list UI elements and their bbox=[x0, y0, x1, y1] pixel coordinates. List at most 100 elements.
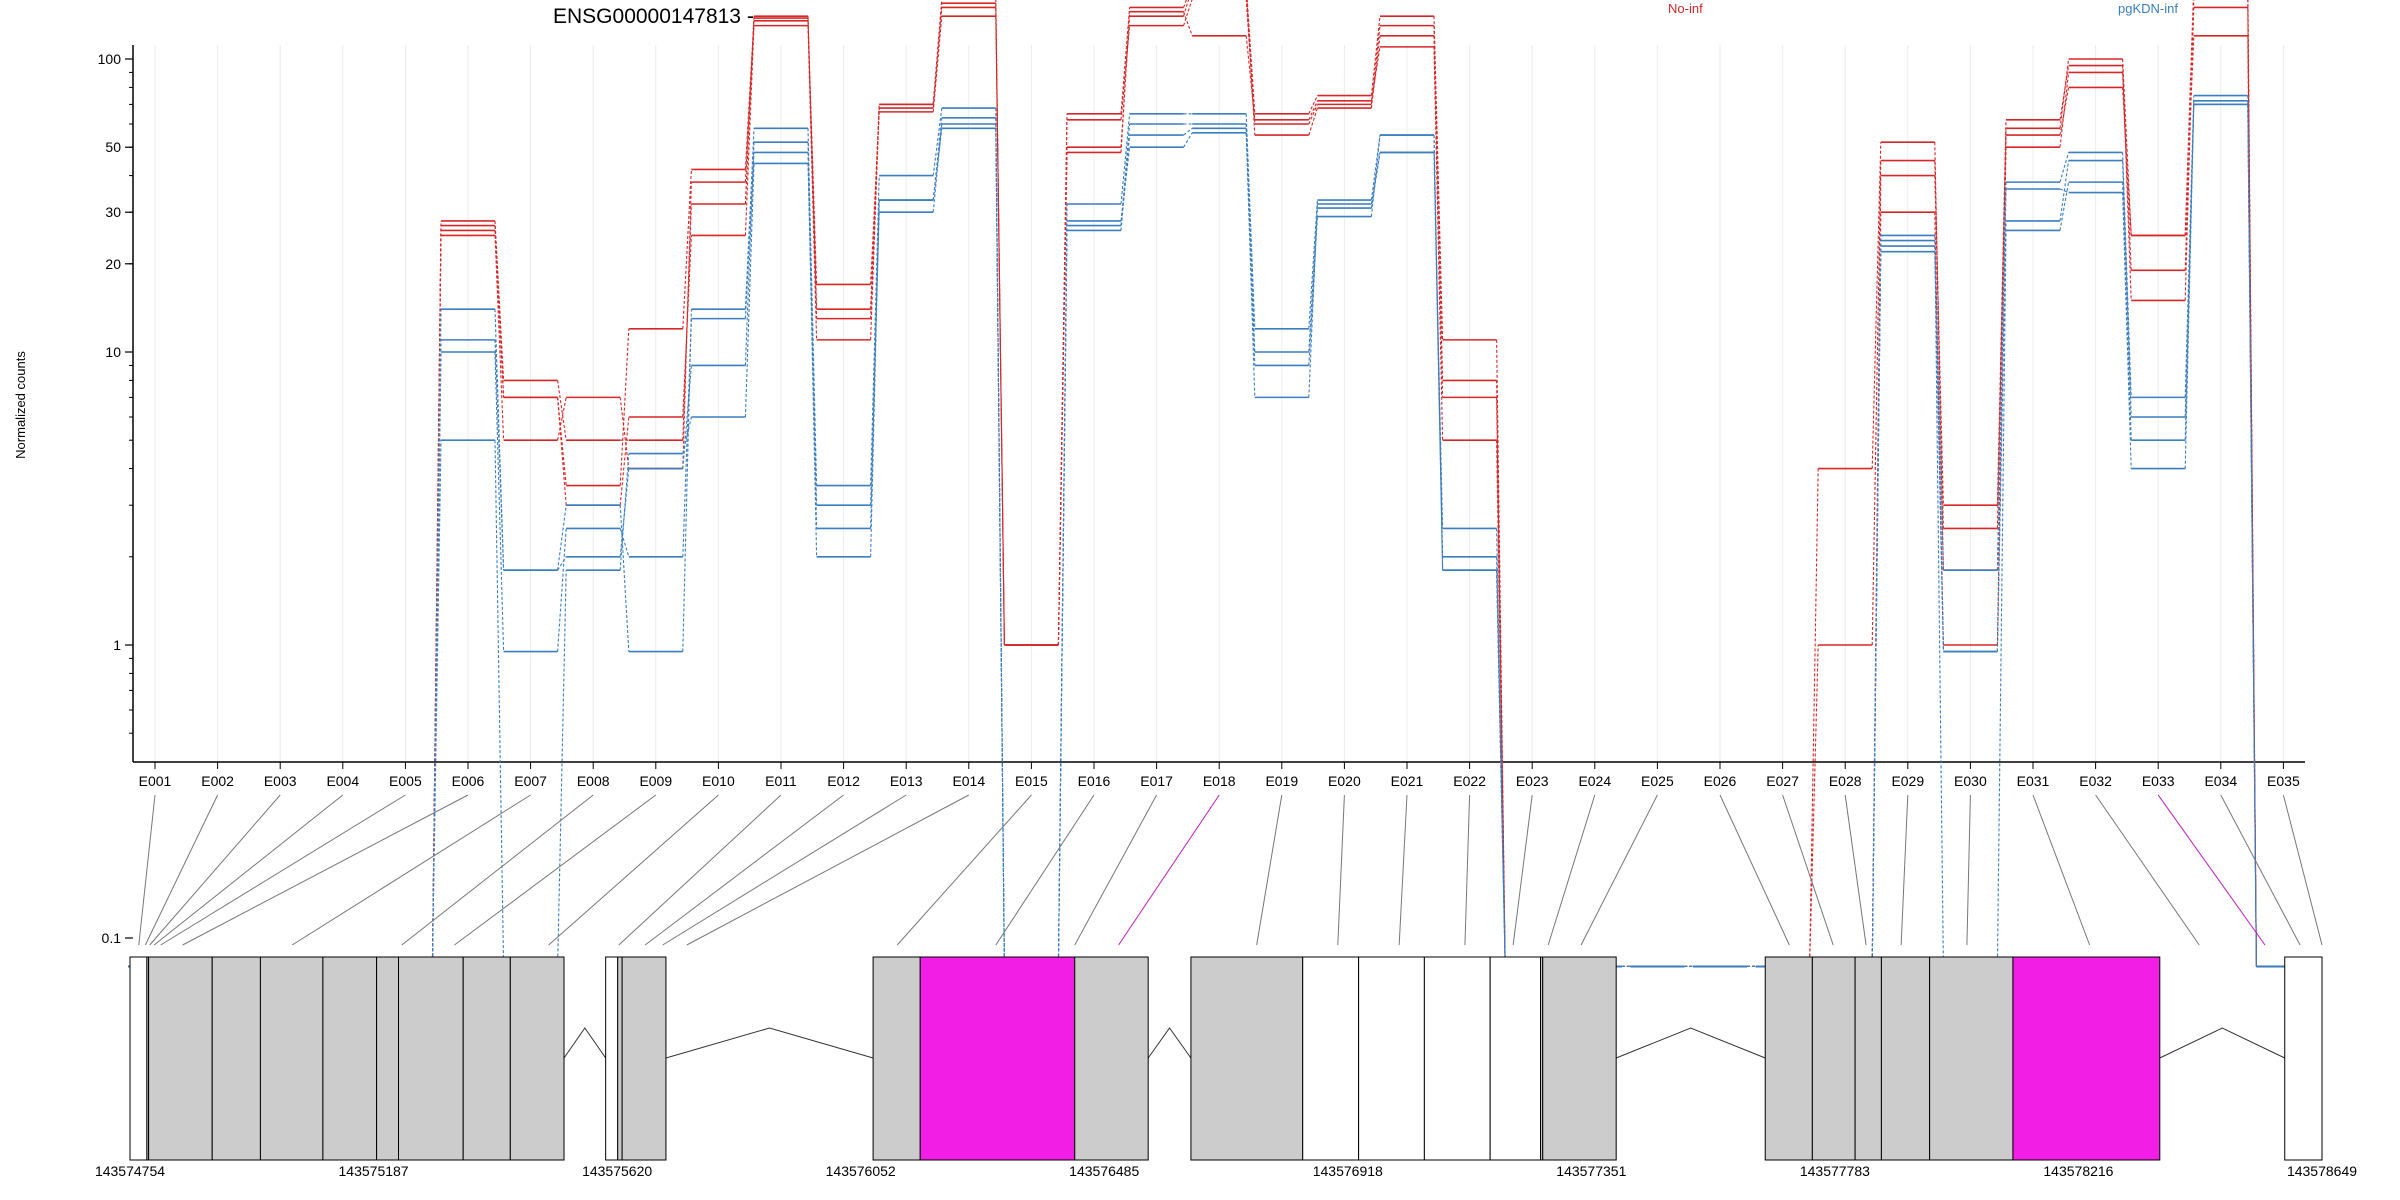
series-connector bbox=[1308, 95, 1318, 115]
series-connector bbox=[932, 3, 943, 105]
exon-connector bbox=[182, 794, 469, 946]
series-connector bbox=[1183, 127, 1193, 136]
series-connector bbox=[2059, 160, 2070, 222]
exon-connector bbox=[138, 794, 156, 946]
series-connector bbox=[995, 3, 1005, 646]
series-connector bbox=[682, 365, 692, 469]
series-connector bbox=[1871, 142, 1882, 469]
series-connector bbox=[557, 556, 567, 571]
exon-box bbox=[1542, 956, 1617, 1161]
x-tick-label: E019 bbox=[1265, 773, 1298, 789]
series-connector bbox=[1120, 113, 1131, 205]
exon-connector bbox=[896, 794, 1032, 946]
exon-box bbox=[2284, 956, 2323, 1161]
series-connector bbox=[2122, 160, 2132, 418]
series-connector bbox=[2059, 58, 2070, 129]
series-connector bbox=[744, 17, 755, 170]
series-connector bbox=[1433, 46, 1444, 441]
series-connector bbox=[932, 16, 943, 112]
series-connector bbox=[1057, 220, 1068, 967]
series-connector bbox=[870, 104, 880, 310]
series-connector bbox=[1496, 440, 1506, 967]
series-connector bbox=[682, 182, 692, 469]
x-tick-label: E028 bbox=[1829, 773, 1862, 789]
exon-box bbox=[1423, 956, 1491, 1161]
exon-box bbox=[1880, 956, 1931, 1161]
genomic-position-label: 143577351 bbox=[1556, 1163, 1626, 1179]
series-connector bbox=[807, 163, 818, 506]
exon-box bbox=[148, 956, 213, 1161]
genomic-position-label: 143576485 bbox=[1069, 1163, 1139, 1179]
series-connector bbox=[744, 142, 755, 366]
series-connector bbox=[1996, 188, 2007, 652]
x-tick-label: E023 bbox=[1516, 773, 1549, 789]
x-tick-label: E033 bbox=[2142, 773, 2175, 789]
exon-connector bbox=[2032, 794, 2091, 946]
genomic-position-label: 143578649 bbox=[2287, 1163, 2357, 1179]
genomic-position-label: 143578216 bbox=[2043, 1163, 2113, 1179]
series-connector bbox=[932, 108, 943, 176]
x-tick-label: E025 bbox=[1641, 773, 1674, 789]
x-tick-label: E017 bbox=[1140, 773, 1173, 789]
series-connector bbox=[1245, 132, 1256, 398]
exon-connector bbox=[686, 794, 970, 946]
series-connector bbox=[1308, 203, 1318, 398]
x-tick-label: E021 bbox=[1391, 773, 1424, 789]
exon-box bbox=[1764, 956, 1813, 1161]
exon-box bbox=[1854, 956, 1882, 1161]
exon-connector bbox=[1337, 794, 1345, 946]
exon-connector bbox=[144, 794, 219, 946]
x-axis-ticks: E001 E002 E003 E004 E005 E006 E007 E008 E009 E010… bbox=[139, 762, 2300, 789]
series-connector bbox=[2122, 58, 2132, 236]
x-tick-label: E009 bbox=[639, 773, 672, 789]
exon-connector bbox=[1966, 794, 1971, 946]
series-connector bbox=[807, 20, 818, 285]
highlight-connector bbox=[2157, 794, 2266, 946]
y-tick-label: 20 bbox=[105, 256, 121, 272]
series-connector bbox=[1308, 200, 1318, 329]
x-tick-label: E026 bbox=[1704, 773, 1737, 789]
x-tick-label: E027 bbox=[1766, 773, 1799, 789]
series-connector bbox=[1934, 246, 1944, 652]
x-tick-label: E018 bbox=[1203, 773, 1236, 789]
series-connector bbox=[744, 25, 755, 236]
series-connector bbox=[1871, 160, 1882, 646]
series-connector bbox=[619, 453, 630, 571]
series-connector bbox=[1496, 570, 1506, 967]
series-connector bbox=[1871, 246, 1882, 967]
exon-connector bbox=[2220, 794, 2301, 946]
exon-box bbox=[129, 956, 148, 1161]
x-tick-label: E007 bbox=[514, 773, 547, 789]
series-connector bbox=[1183, 11, 1193, 36]
exon-box bbox=[376, 956, 400, 1161]
exon-box bbox=[2012, 956, 2161, 1161]
series-connector bbox=[2122, 192, 2132, 469]
x-tick-label: E011 bbox=[765, 773, 797, 789]
x-tick-label: E012 bbox=[827, 773, 860, 789]
exon-connector bbox=[662, 794, 907, 946]
series-connector bbox=[431, 309, 442, 967]
exon-connector bbox=[291, 794, 531, 946]
series-connector bbox=[557, 397, 567, 441]
exon-connector bbox=[160, 794, 406, 946]
exon-connector bbox=[1256, 794, 1283, 946]
exon-connector bbox=[1900, 794, 1909, 946]
genomic-position-label: 143577783 bbox=[1800, 1163, 1870, 1179]
exon-connector bbox=[401, 794, 594, 946]
series-connector bbox=[1057, 152, 1068, 646]
series-connector bbox=[807, 17, 818, 310]
series-connector bbox=[1433, 16, 1444, 340]
series-connector bbox=[1370, 135, 1381, 217]
series-connector bbox=[1308, 100, 1318, 121]
x-tick-label: E035 bbox=[2267, 773, 2300, 789]
series-connector bbox=[1996, 119, 2007, 506]
series-connector bbox=[557, 397, 567, 506]
exon-connector bbox=[1464, 794, 1471, 946]
exon-box bbox=[462, 956, 511, 1161]
exon-connector bbox=[153, 794, 344, 946]
exon-connector bbox=[2095, 794, 2200, 946]
series-connector bbox=[2184, 35, 2195, 236]
x-tick-label: E010 bbox=[702, 773, 735, 789]
intron-line bbox=[563, 1027, 607, 1059]
